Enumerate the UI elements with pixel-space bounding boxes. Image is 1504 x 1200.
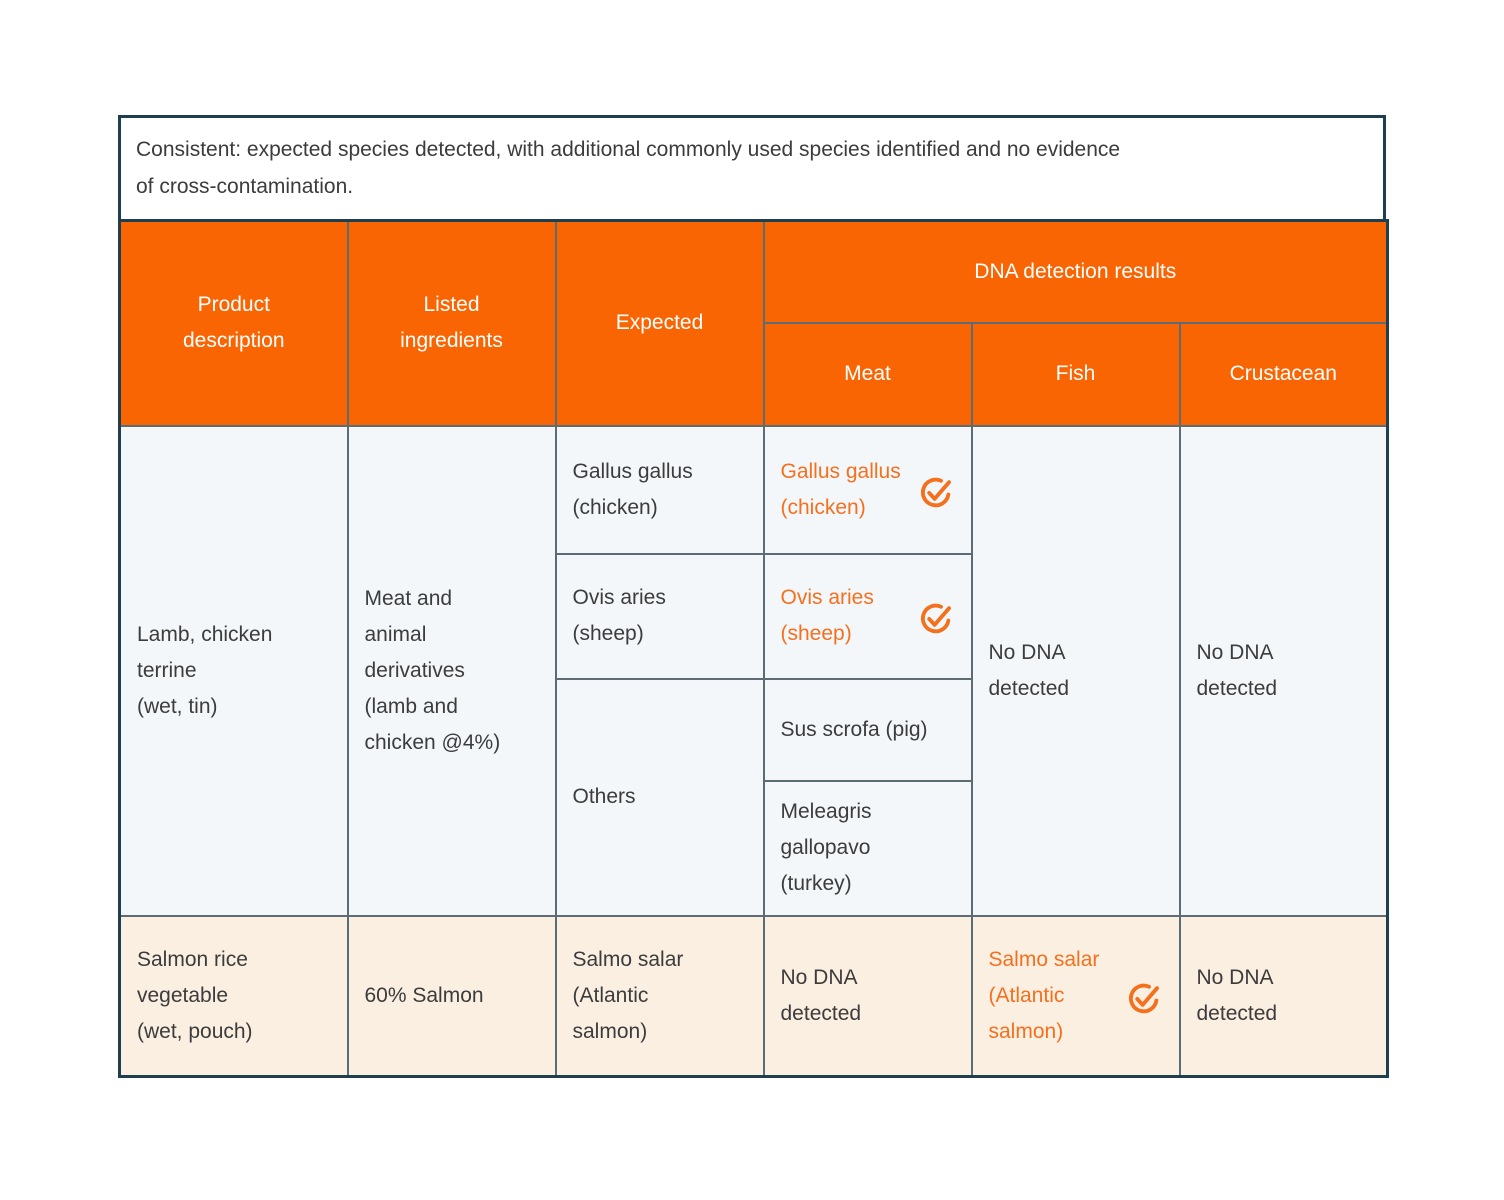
detected-species: Meleagris gallopavo (turkey) [780,800,872,895]
header-fish: Fish [970,321,1181,427]
table-row: Ovis aries (sheep) Ovis aries (sheep) [120,552,1388,680]
header-expected-label: Expected [615,311,704,335]
header-product-description: Product description [118,219,349,427]
result-caption: Consistent: expected species detected, w… [118,115,1386,219]
fish-result-cell: No DNA detected [970,424,1181,917]
expected-species: Others [572,785,636,808]
expected-species: Ovis aries (sheep) [572,586,666,645]
detected-species: Salmo salar (Atlantic salmon) [988,947,1100,1043]
detected-species: Sus scrofa (pig) [780,717,928,741]
meat-result-cell: No DNA detected [762,914,973,1078]
header-expected: Expected [554,219,765,427]
meat-result-cell: Gallus gallus (chicken) [762,424,973,555]
table-row: Lamb, chicken terrine (wet, tin) Meat an… [118,424,1389,917]
header-row-group: Product description Listed ingredients E… [118,219,1389,427]
fish-result: No DNA detected [988,640,1070,700]
product-cell: Lamb, chicken terrine (wet, tin) [118,424,349,917]
expected-species: Gallus gallus (chicken) [572,459,693,519]
expected-species-cell: Others [554,677,765,917]
header-dna-detection-results: DNA detection results [762,219,1389,324]
meat-result-cell: Sus scrofa (pig) [762,677,973,782]
header-dna-group-label: DNA detection results [974,259,1177,283]
crustacean-result-cell: No DNA detected [1178,914,1389,1078]
fish-result-cell: Salmo salar (Atlantic salmon) [970,914,1181,1078]
header-listed-ingredients: Listed ingredients [346,219,557,427]
ingredients-text: Meat and animal derivatives (lamb and ch… [364,586,501,754]
crustacean-result-cell: No DNA detected [1178,424,1389,917]
header-meat-label: Meat [844,362,891,385]
table-row: Others Sus scrofa (pig) [120,677,1388,917]
product-name: Lamb, chicken terrine (wet, tin) [137,622,273,718]
header-row-subgroup: Meat Fish Crustacean [120,321,1389,427]
table-row: Meleagris gallopavo (turkey) [120,779,1388,917]
expected-species-cell: Gallus gallus (chicken) [554,424,765,555]
header-meat: Meat [762,321,973,427]
meat-result: No DNA detected [780,965,862,1025]
table-row: Salmon rice vegetable (wet, pouch) 60% S… [118,914,1389,1078]
header-crustacean-label: Crustacean [1229,362,1337,385]
meat-result-cell: Ovis aries (sheep) [762,552,973,680]
check-circle-icon [915,595,957,637]
header-ingredients-label: Listed ingredients [400,293,503,353]
ingredients-cell: 60% Salmon [346,914,557,1078]
meat-result-cell: Meleagris gallopavo (turkey) [762,779,973,917]
ingredients-text: 60% Salmon [364,983,484,1007]
detected-species: Gallus gallus (chicken) [780,459,901,519]
crustacean-result: No DNA detected [1196,640,1278,700]
dna-results-table: Product description Listed ingredients E… [118,219,1390,1078]
expected-species-cell: Ovis aries (sheep) [554,552,765,680]
check-circle-icon [915,469,957,511]
check-circle-icon [1123,975,1165,1017]
product-cell: Salmon rice vegetable (wet, pouch) [118,914,349,1078]
report-figure: Consistent: expected species detected, w… [118,115,1390,1078]
expected-species: Salmo salar (Atlantic salmon) [572,947,684,1043]
detected-species: Ovis aries (sheep) [780,586,874,645]
header-product-label: Product description [182,293,285,353]
product-name: Salmon rice vegetable (wet, pouch) [137,947,253,1043]
header-crustacean: Crustacean [1178,321,1389,427]
crustacean-result: No DNA detected [1196,965,1278,1025]
ingredients-cell: Meat and animal derivatives (lamb and ch… [346,424,557,917]
expected-species-cell: Salmo salar (Atlantic salmon) [554,914,765,1078]
header-fish-label: Fish [1055,362,1096,385]
